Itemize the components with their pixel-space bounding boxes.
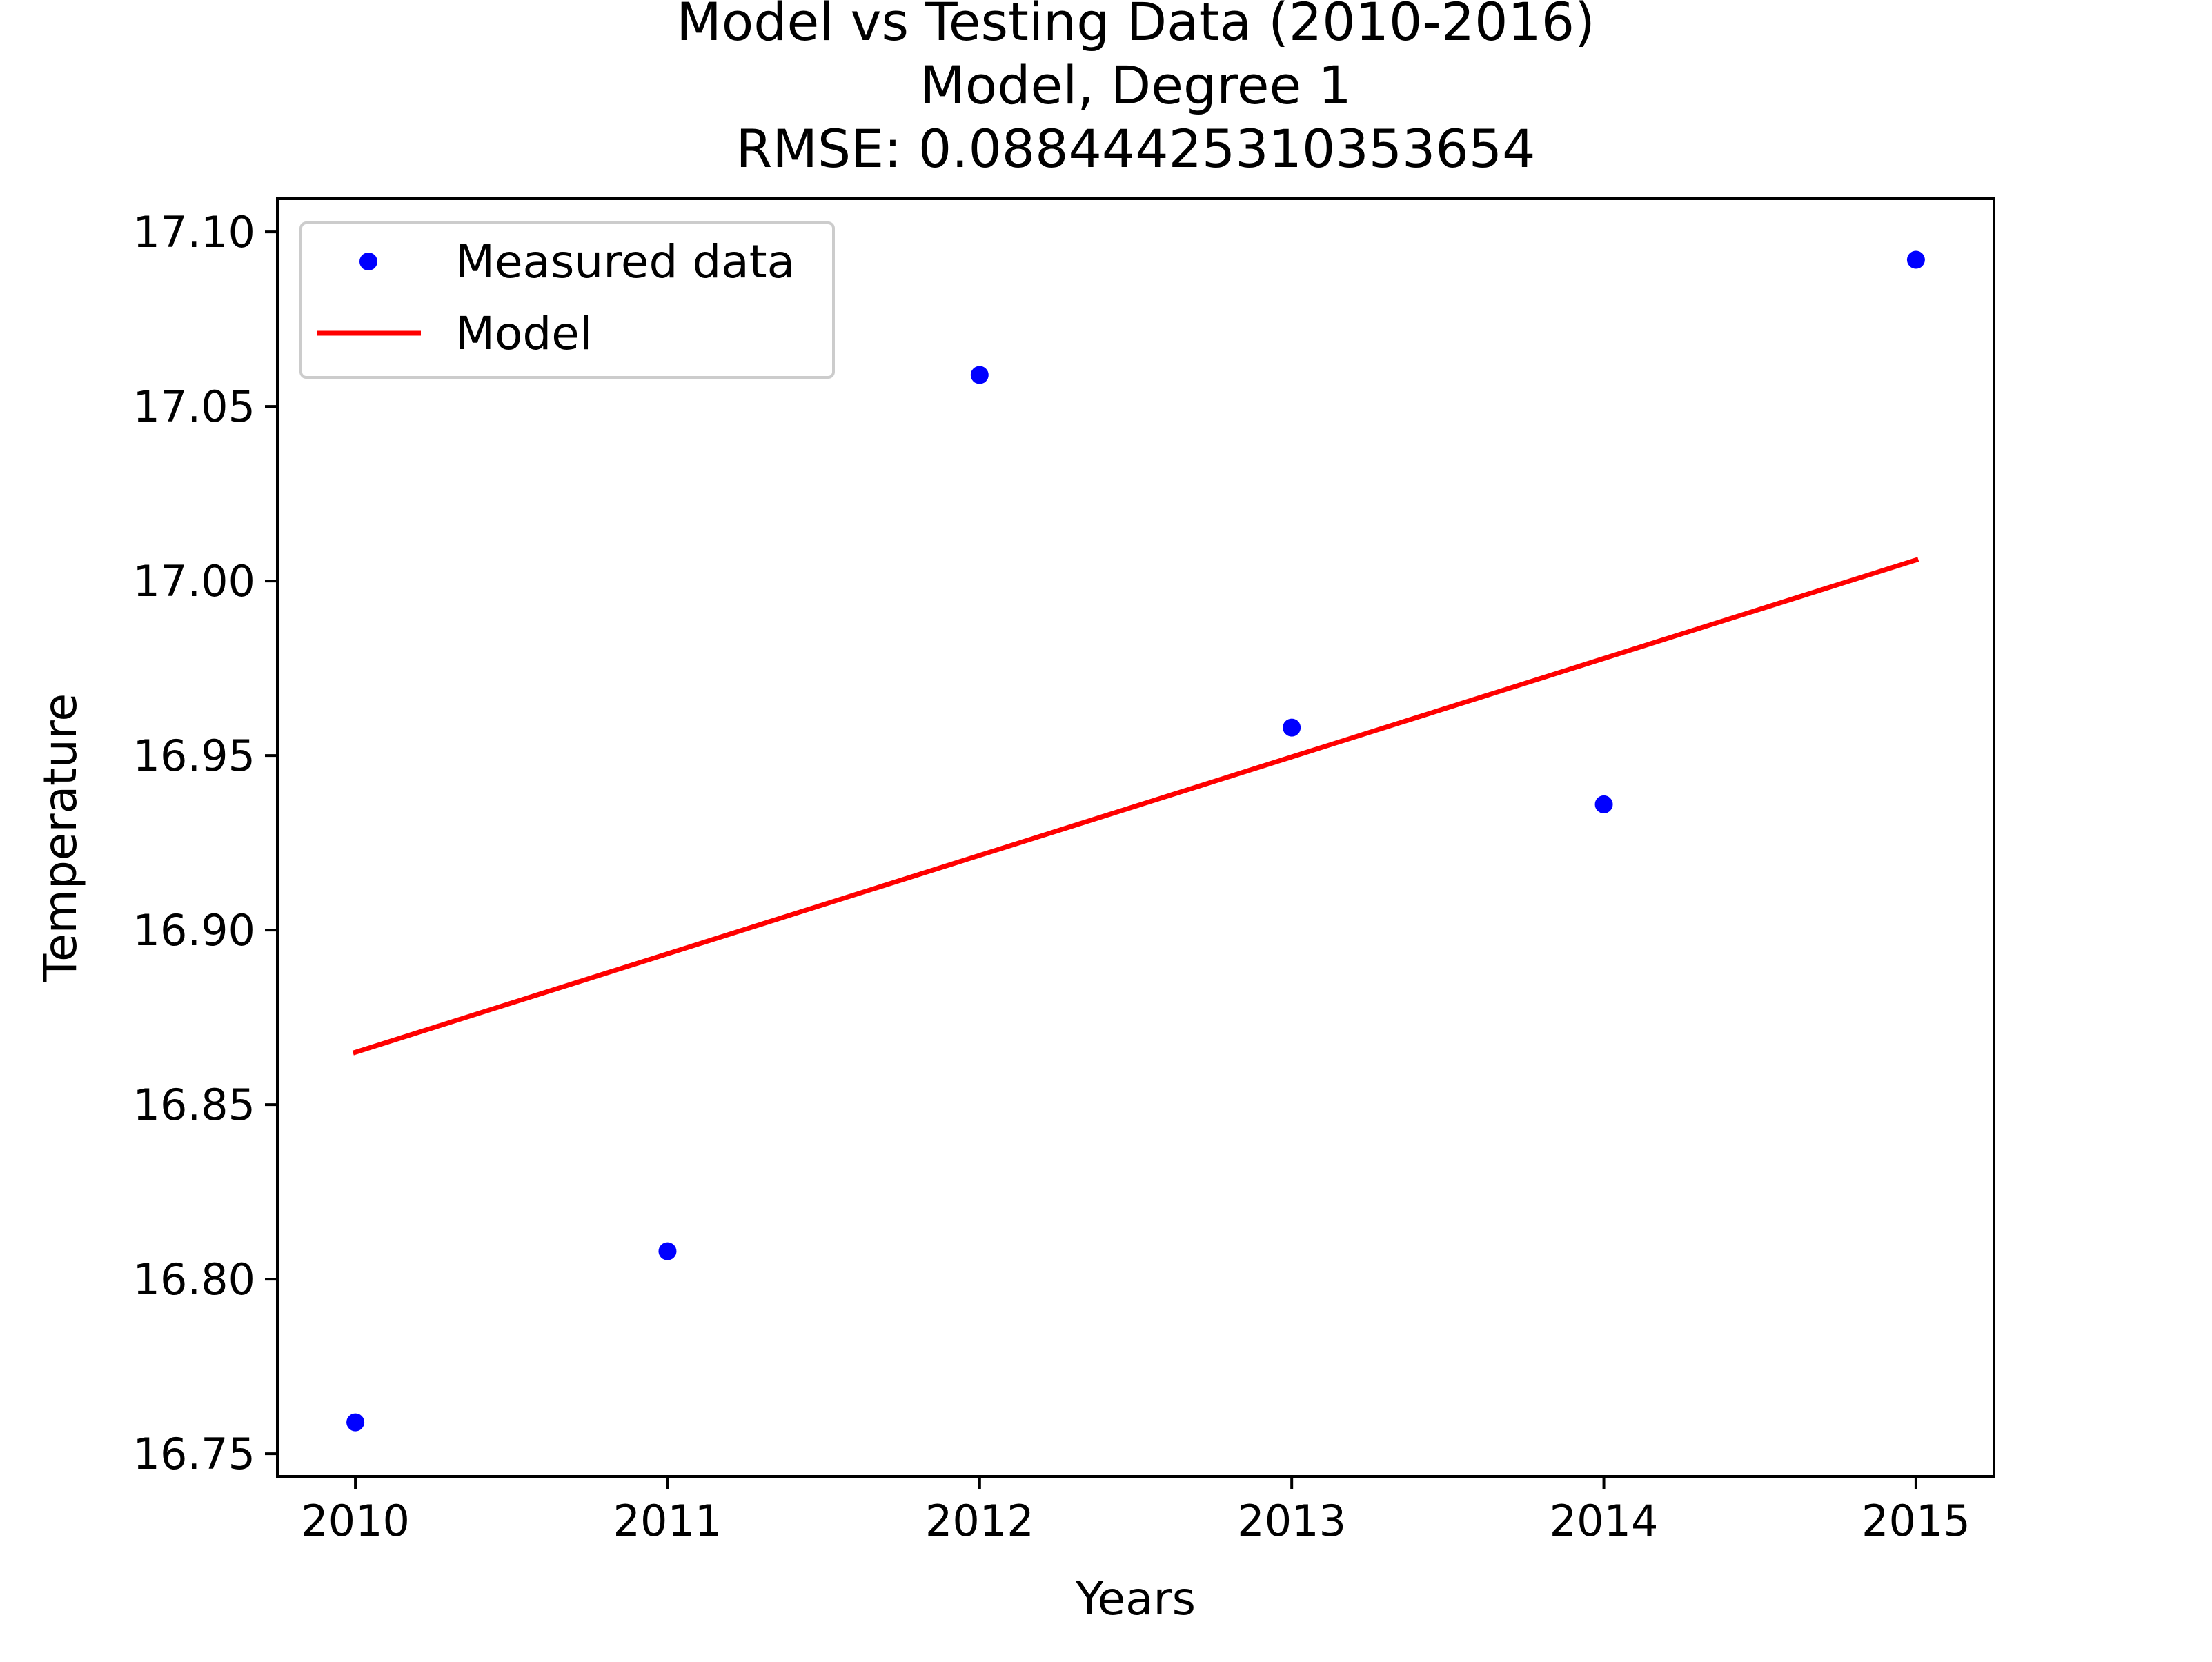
model-series (352, 557, 1919, 1056)
y-axis: 16.75 16.80 16.85 16.90 16.95 17.00 17.05 17.10 (133, 207, 277, 1479)
chart-title-line-3: RMSE: 0.08844425310353654 (736, 118, 1536, 179)
y-tick-label-17.05: 17.05 (133, 382, 256, 432)
x-axis: 2010 2011 2012 2013 2014 2015 (301, 1476, 1971, 1546)
y-tick-label-16.80: 16.80 (133, 1254, 256, 1305)
y-tick-label-16.75: 16.75 (133, 1429, 256, 1479)
x-tick-label-2011: 2011 (613, 1496, 722, 1546)
chart-title-line-1: Model vs Testing Data (2010-2016) (676, 0, 1595, 52)
x-tick-label-2014: 2014 (1550, 1496, 1659, 1546)
y-tick-label-16.95: 16.95 (133, 731, 256, 781)
chart-title-line-2: Model, Degree 1 (920, 55, 1352, 116)
data-point-2013 (1283, 718, 1301, 737)
plot-frame (276, 197, 1995, 1478)
data-point-2012 (970, 366, 989, 384)
model-line (352, 557, 1919, 1056)
x-axis-label: Years (1075, 1572, 1196, 1625)
data-point-2010 (346, 1413, 365, 1432)
legend: Measured data Model (299, 221, 835, 379)
data-point-2014 (1594, 795, 1613, 813)
chart-title: Model vs Testing Data (2010-2016) Model,… (676, 0, 1595, 179)
data-point-2011 (658, 1242, 677, 1260)
y-axis-label: Temperature (34, 693, 87, 982)
y-tick-label-17.00: 17.00 (133, 556, 256, 606)
x-tick-label-2010: 2010 (301, 1496, 410, 1546)
x-tick-label-2013: 2013 (1237, 1496, 1346, 1546)
x-tick-label-2015: 2015 (1862, 1496, 1971, 1546)
legend-box (299, 221, 835, 379)
legend-marker-measured-data (359, 253, 377, 270)
legend-label-measured-data: Measured data (455, 235, 795, 288)
y-tick-label-16.85: 16.85 (133, 1080, 256, 1130)
x-tick-label-2012: 2012 (925, 1496, 1034, 1546)
data-point-2015 (1906, 250, 1925, 269)
legend-label-model: Model (455, 307, 592, 360)
y-tick-label-17.10: 17.10 (133, 207, 256, 257)
y-tick-label-16.90: 16.90 (133, 905, 256, 956)
measured-data-series (346, 250, 1925, 1432)
